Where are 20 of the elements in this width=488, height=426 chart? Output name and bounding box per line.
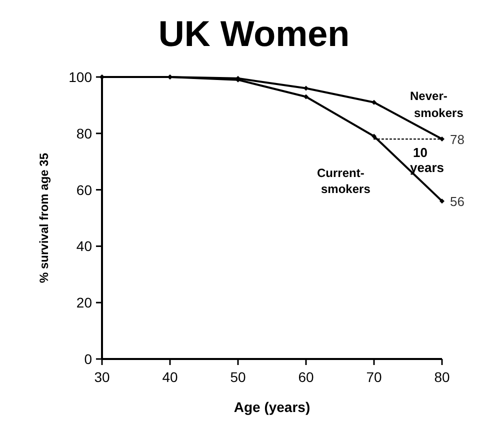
y-axis-title: % survival from age 35	[37, 152, 51, 284]
x-tick-label: 60	[298, 369, 314, 385]
x-axis-title: Age (years)	[234, 399, 310, 415]
y-tick-label: 40	[76, 238, 92, 254]
data-label: 78	[450, 132, 464, 148]
x-tick-label: 30	[94, 369, 110, 385]
y-tick-label: 20	[76, 294, 92, 311]
y-tick-label: 80	[76, 125, 92, 142]
y-tick-label: 60	[76, 182, 92, 198]
x-tick-label: 80	[434, 369, 450, 385]
x-tick-label: 70	[366, 369, 382, 385]
text: Current-smokers	[317, 166, 371, 196]
y-tick-label: 100	[68, 69, 92, 85]
chart-title: UK Women	[158, 13, 350, 54]
annotation: 10 years	[410, 145, 444, 176]
x-tick-label: 50	[230, 369, 246, 385]
y-tick-label: 0	[84, 351, 92, 367]
x-tick-label: 40	[162, 369, 178, 385]
data-label: 56	[450, 194, 464, 210]
series-label: Never-smokers	[410, 89, 464, 120]
